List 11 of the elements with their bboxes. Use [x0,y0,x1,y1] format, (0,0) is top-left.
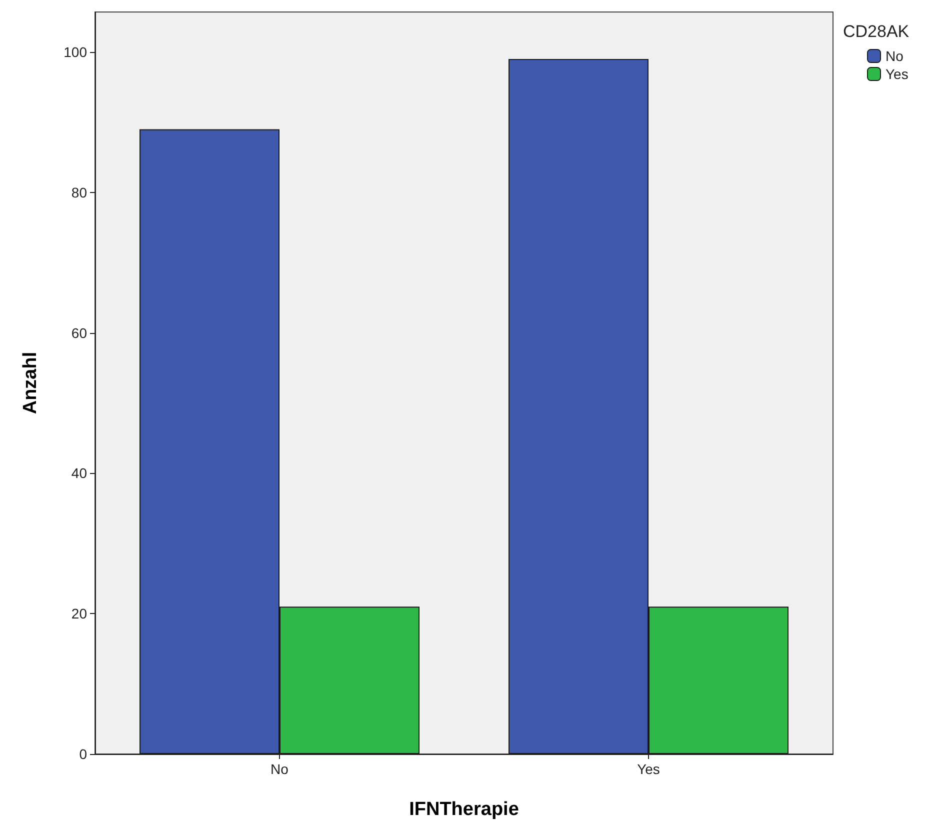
y-tick-label: 100 [64,44,88,60]
x-axis-title: IFNTherapie [409,799,519,820]
legend-label: Yes [886,66,908,82]
y-tick-label: 0 [79,746,88,762]
y-tick-label: 40 [71,465,88,482]
legend-title: CD28AK [843,22,910,41]
y-tick-label: 60 [71,324,88,341]
y-axis-title: Anzahl [20,352,41,414]
legend-label: No [886,48,904,64]
y-tick-label: 80 [71,184,88,200]
y-tick-label: 20 [71,606,88,622]
